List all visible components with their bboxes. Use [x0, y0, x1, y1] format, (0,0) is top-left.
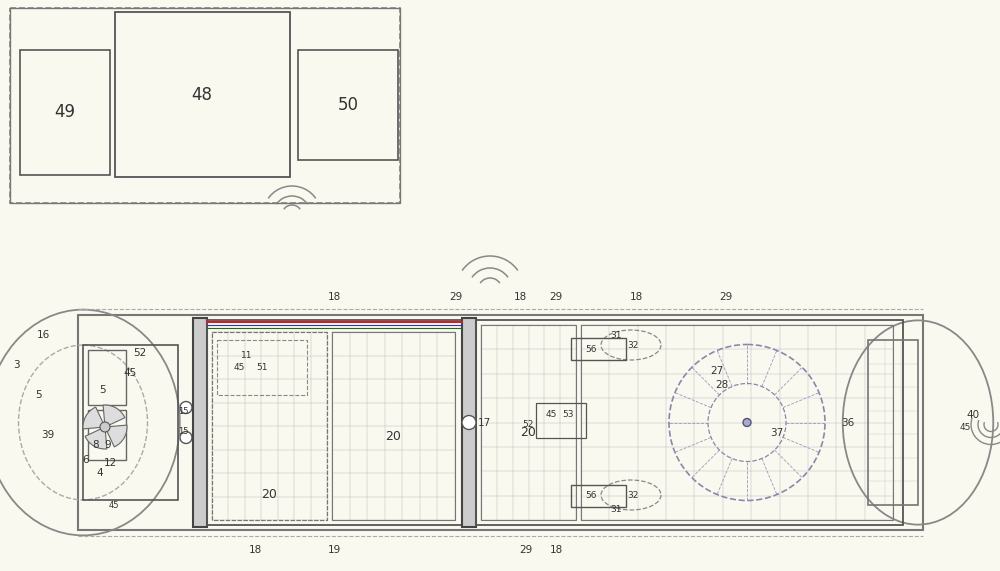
Text: 45: 45 — [123, 368, 137, 378]
Text: 5: 5 — [100, 385, 106, 395]
Bar — [581, 325, 893, 520]
Circle shape — [180, 401, 192, 413]
Bar — [83, 345, 178, 500]
Text: 45: 45 — [545, 410, 557, 419]
Text: 18: 18 — [513, 292, 527, 302]
Text: 16: 16 — [36, 330, 50, 340]
Wedge shape — [83, 407, 105, 429]
Text: 45: 45 — [959, 423, 971, 432]
Bar — [332, 332, 455, 520]
Text: 29: 29 — [449, 292, 463, 302]
Text: 27: 27 — [710, 366, 724, 376]
Bar — [88, 350, 126, 405]
Bar — [78, 315, 923, 530]
Bar — [298, 50, 398, 160]
Bar — [571, 485, 626, 507]
Text: 45: 45 — [109, 501, 119, 509]
Bar — [207, 320, 462, 525]
Circle shape — [100, 422, 110, 432]
Text: 15: 15 — [178, 428, 188, 436]
Text: 52: 52 — [133, 348, 147, 358]
Text: 36: 36 — [841, 417, 855, 428]
Text: 17: 17 — [477, 417, 491, 428]
Circle shape — [462, 416, 476, 429]
Bar — [115, 12, 290, 177]
Text: 18: 18 — [327, 292, 341, 302]
Text: 15: 15 — [178, 408, 188, 416]
Text: 39: 39 — [41, 430, 55, 440]
Circle shape — [180, 432, 192, 444]
Text: 29: 29 — [549, 292, 563, 302]
Wedge shape — [105, 425, 127, 447]
Text: 18: 18 — [549, 545, 563, 555]
Bar — [571, 338, 626, 360]
Bar — [10, 8, 400, 203]
Text: 51: 51 — [256, 364, 268, 372]
Text: 9: 9 — [105, 440, 111, 450]
Text: 12: 12 — [103, 458, 117, 468]
Text: 40: 40 — [966, 409, 980, 420]
Text: 32: 32 — [627, 341, 639, 351]
Text: 48: 48 — [192, 86, 212, 104]
Text: 29: 29 — [519, 545, 533, 555]
Text: 52: 52 — [522, 420, 534, 429]
Text: 50: 50 — [338, 96, 358, 114]
Bar — [212, 332, 327, 520]
Bar — [536, 403, 586, 437]
Text: 20: 20 — [385, 429, 401, 443]
Wedge shape — [103, 405, 125, 427]
Text: 56: 56 — [585, 492, 597, 501]
Bar — [481, 325, 576, 520]
Text: 45: 45 — [233, 364, 245, 372]
Text: 19: 19 — [327, 545, 341, 555]
Text: 49: 49 — [54, 103, 76, 121]
Text: 18: 18 — [248, 545, 262, 555]
Bar — [212, 332, 327, 520]
Text: 3: 3 — [13, 360, 19, 370]
Bar — [476, 320, 903, 525]
Text: 31: 31 — [610, 331, 622, 340]
Text: 6: 6 — [83, 455, 89, 465]
Text: 20: 20 — [520, 425, 536, 439]
Bar — [193, 318, 207, 527]
Bar — [88, 410, 126, 460]
Text: 32: 32 — [627, 492, 639, 501]
Text: 56: 56 — [585, 344, 597, 353]
Text: 37: 37 — [770, 428, 784, 437]
Wedge shape — [85, 427, 107, 449]
Text: 20: 20 — [261, 489, 277, 501]
Text: 31: 31 — [610, 505, 622, 514]
Circle shape — [743, 419, 751, 427]
Text: 4: 4 — [97, 468, 103, 478]
Text: 29: 29 — [719, 292, 733, 302]
Bar — [868, 340, 918, 505]
Bar — [20, 50, 110, 175]
Bar — [217, 340, 307, 395]
Bar — [10, 8, 400, 203]
Text: 53: 53 — [562, 410, 574, 419]
Text: 18: 18 — [629, 292, 643, 302]
Text: 11: 11 — [241, 351, 253, 360]
Text: 8: 8 — [93, 440, 99, 450]
Text: 5: 5 — [35, 390, 41, 400]
Bar — [462, 318, 476, 527]
Text: 28: 28 — [715, 380, 729, 390]
